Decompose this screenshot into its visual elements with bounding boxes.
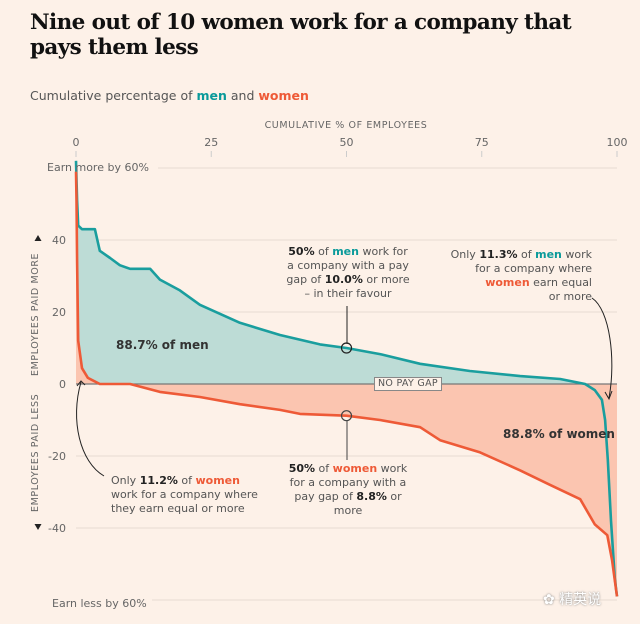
up-triangle-icon xyxy=(34,235,42,241)
men-area xyxy=(76,160,617,597)
men-equal-value: 11.3% xyxy=(479,248,518,261)
ann-text: work xyxy=(377,462,408,475)
x-tick-label: 75 xyxy=(475,136,489,149)
ann-text: work for a company where xyxy=(111,488,258,501)
bottom-edge-label: Earn less by 60% xyxy=(52,597,147,610)
y-axis-ticks: 40 20 0 -20 -40 xyxy=(48,234,66,535)
watermark: ✿ 精英说 xyxy=(543,589,601,609)
ann-women: women xyxy=(332,462,378,475)
y-tick-label: 0 xyxy=(59,378,66,391)
ann-text: they earn equal or more xyxy=(111,502,245,515)
ann-text: earn equal xyxy=(529,276,592,289)
down-triangle-icon xyxy=(34,524,42,530)
no-pay-gap-label: NO PAY GAP xyxy=(374,377,442,391)
chart-title: Nine out of 10 women work for a company … xyxy=(30,10,572,60)
x-tick-label: 50 xyxy=(340,136,354,149)
men-equal-arrow xyxy=(591,297,613,399)
women-median-pct: 50% xyxy=(288,462,316,475)
women-equal-value: 11.2% xyxy=(139,474,178,487)
women-equal-annotation: Only 11.2% of women work for a company w… xyxy=(111,474,271,516)
y-axis-title-bottom: EMPLOYEES PAID LESS xyxy=(30,394,41,512)
women-equal-arrowhead-icon xyxy=(76,380,86,387)
ann-text: a company with a pay xyxy=(287,259,409,272)
ann-text: work xyxy=(561,248,592,261)
x-axis-title: CUMULATIVE % OF EMPLOYEES xyxy=(265,120,428,131)
subtitle-and: and xyxy=(226,88,259,103)
subtitle-women: women xyxy=(258,88,309,103)
ann-text: for a company where xyxy=(475,262,592,275)
wechat-icon: ✿ xyxy=(543,592,560,608)
x-tick-label: 100 xyxy=(607,136,628,149)
ann-text: of xyxy=(314,245,333,258)
y-tick-label: 40 xyxy=(52,234,66,247)
men-median-annotation: 50% of men work for a company with a pay… xyxy=(286,245,410,301)
women-median-marker xyxy=(340,410,353,422)
x-tick-label: 25 xyxy=(204,136,218,149)
ann-text: Only xyxy=(111,474,140,487)
men-median-marker xyxy=(340,342,353,354)
ann-text: or more xyxy=(362,273,410,286)
ann-text: of xyxy=(517,248,536,261)
y-axis-title-top: EMPLOYEES PAID MORE xyxy=(30,253,41,376)
ann-text: pay gap of xyxy=(294,490,357,503)
men-median-value: 10.0% xyxy=(324,273,363,286)
y-tick-label: 20 xyxy=(52,306,66,319)
y-tick-label: -40 xyxy=(48,522,66,535)
women-equal-arrow xyxy=(76,381,105,477)
men-equal-arrowhead-icon xyxy=(604,390,613,401)
y-tick-label: -20 xyxy=(48,450,66,463)
women-line xyxy=(74,171,619,597)
x-tick-label: 0 xyxy=(73,136,80,149)
x-axis-ticks: 0 25 50 75 100 xyxy=(73,136,628,157)
ann-text: for a company with a xyxy=(289,476,407,489)
men-area-label: 88.7% of men xyxy=(116,338,209,352)
ann-text: – in their favour xyxy=(304,287,392,300)
women-median-value: 8.8% xyxy=(356,490,387,503)
subtitle-prefix: Cumulative percentage of xyxy=(30,88,197,103)
ann-text: Only xyxy=(450,248,480,261)
men-median-pct: 50% xyxy=(288,245,315,258)
ann-men: men xyxy=(535,248,562,261)
women-area-label: 88.8% of women xyxy=(503,427,615,441)
top-edge-label: Earn more by 60% xyxy=(47,161,149,174)
ann-women: women xyxy=(195,474,240,487)
ann-text: of xyxy=(177,474,196,487)
ann-text: work for xyxy=(358,245,408,258)
men-line xyxy=(74,160,619,597)
ann-text: or more xyxy=(548,290,592,303)
ann-text: of xyxy=(315,462,333,475)
watermark-text: 精英说 xyxy=(559,592,602,608)
men-equal-annotation: Only 11.3% of men work for a company whe… xyxy=(450,248,592,304)
subtitle-men: men xyxy=(196,88,227,103)
women-median-annotation: 50% of women work for a company with a p… xyxy=(280,462,416,518)
ann-women: women xyxy=(485,276,530,289)
ann-text: gap of xyxy=(286,273,325,286)
ann-text: or more xyxy=(333,490,402,517)
ann-men: men xyxy=(332,245,359,258)
chart-subtitle: Cumulative percentage of men and women xyxy=(30,88,309,103)
